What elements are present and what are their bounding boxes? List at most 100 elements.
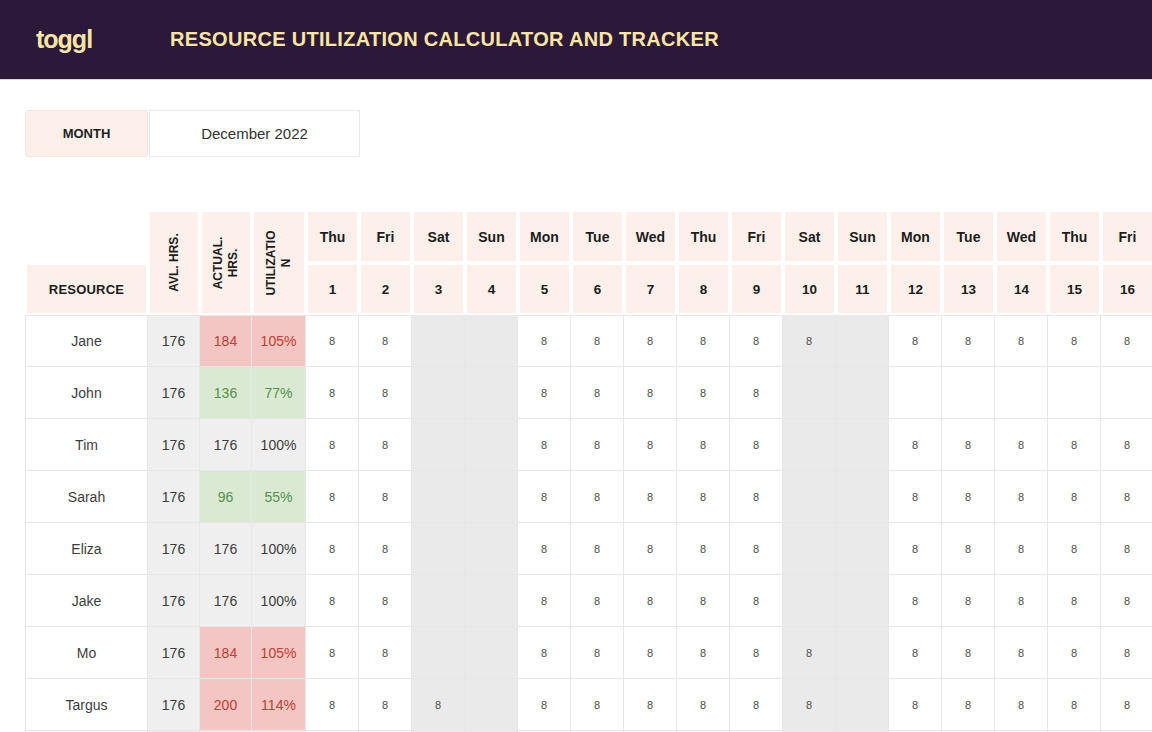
actual-hours-cell[interactable]: 176 xyxy=(200,575,252,627)
utilization-cell[interactable]: 105% xyxy=(252,627,306,679)
day-number-header[interactable]: 6 xyxy=(571,263,624,315)
day-number-header[interactable]: 16 xyxy=(1101,263,1152,315)
day-hours-cell[interactable]: 8 xyxy=(995,471,1048,523)
day-number-header[interactable]: 3 xyxy=(412,263,465,315)
day-hours-cell[interactable]: 8 xyxy=(571,627,624,679)
day-hours-cell[interactable] xyxy=(836,523,889,575)
day-hours-cell[interactable]: 8 xyxy=(624,679,677,731)
day-hours-cell[interactable]: 8 xyxy=(571,523,624,575)
resource-name-cell[interactable]: John xyxy=(25,367,148,419)
day-hours-cell[interactable]: 8 xyxy=(1048,315,1101,367)
day-number-header[interactable]: 1 xyxy=(306,263,359,315)
day-name-header[interactable]: Wed xyxy=(995,210,1048,263)
day-hours-cell[interactable]: 8 xyxy=(518,627,571,679)
resource-name-cell[interactable]: Mo xyxy=(25,627,148,679)
day-hours-cell[interactable]: 8 xyxy=(624,575,677,627)
day-hours-cell[interactable]: 8 xyxy=(730,523,783,575)
utilization-cell[interactable]: 100% xyxy=(252,419,306,471)
day-hours-cell[interactable]: 8 xyxy=(359,315,412,367)
day-hours-cell[interactable]: 8 xyxy=(518,575,571,627)
day-hours-cell[interactable]: 8 xyxy=(359,419,412,471)
day-hours-cell[interactable]: 8 xyxy=(677,627,730,679)
day-hours-cell[interactable]: 8 xyxy=(571,315,624,367)
utilization-cell[interactable]: 100% xyxy=(252,523,306,575)
day-name-header[interactable]: Sat xyxy=(783,210,836,263)
day-hours-cell[interactable]: 8 xyxy=(677,575,730,627)
day-number-header[interactable]: 13 xyxy=(942,263,995,315)
day-number-header[interactable]: 8 xyxy=(677,263,730,315)
resource-name-cell[interactable]: Jake xyxy=(25,575,148,627)
day-number-header[interactable]: 15 xyxy=(1048,263,1101,315)
day-hours-cell[interactable]: 8 xyxy=(359,523,412,575)
available-hours-cell[interactable]: 176 xyxy=(148,367,200,419)
day-hours-cell[interactable]: 8 xyxy=(942,679,995,731)
day-hours-cell[interactable]: 8 xyxy=(624,471,677,523)
resource-name-cell[interactable]: Eliza xyxy=(25,523,148,575)
day-hours-cell[interactable] xyxy=(412,419,465,471)
day-hours-cell[interactable] xyxy=(783,575,836,627)
available-hours-cell[interactable]: 176 xyxy=(148,679,200,731)
day-hours-cell[interactable]: 8 xyxy=(571,575,624,627)
resource-column-header[interactable]: RESOURCE xyxy=(25,263,148,315)
day-name-header[interactable]: Thu xyxy=(677,210,730,263)
resource-name-cell[interactable]: Tim xyxy=(25,419,148,471)
available-hours-cell[interactable]: 176 xyxy=(148,315,200,367)
day-hours-cell[interactable]: 8 xyxy=(306,419,359,471)
actual-hours-cell[interactable]: 184 xyxy=(200,315,252,367)
day-hours-cell[interactable]: 8 xyxy=(518,523,571,575)
day-hours-cell[interactable] xyxy=(995,367,1048,419)
day-number-header[interactable]: 7 xyxy=(624,263,677,315)
day-hours-cell[interactable]: 8 xyxy=(1048,627,1101,679)
day-hours-cell[interactable]: 8 xyxy=(306,523,359,575)
day-hours-cell[interactable]: 8 xyxy=(942,315,995,367)
day-hours-cell[interactable]: 8 xyxy=(1048,523,1101,575)
day-hours-cell[interactable]: 8 xyxy=(677,367,730,419)
day-hours-cell[interactable]: 8 xyxy=(306,471,359,523)
actual-hours-cell[interactable]: 184 xyxy=(200,627,252,679)
available-hours-cell[interactable]: 176 xyxy=(148,419,200,471)
day-hours-cell[interactable] xyxy=(836,315,889,367)
day-hours-cell[interactable]: 8 xyxy=(518,315,571,367)
day-name-header[interactable]: Mon xyxy=(889,210,942,263)
day-hours-cell[interactable]: 8 xyxy=(1101,523,1152,575)
day-hours-cell[interactable]: 8 xyxy=(359,679,412,731)
day-hours-cell[interactable] xyxy=(783,419,836,471)
day-hours-cell[interactable]: 8 xyxy=(624,523,677,575)
day-hours-cell[interactable] xyxy=(836,627,889,679)
day-hours-cell[interactable] xyxy=(412,471,465,523)
day-name-header[interactable]: Mon xyxy=(518,210,571,263)
day-hours-cell[interactable]: 8 xyxy=(518,419,571,471)
day-hours-cell[interactable] xyxy=(836,575,889,627)
day-hours-cell[interactable] xyxy=(412,367,465,419)
day-hours-cell[interactable] xyxy=(836,419,889,471)
day-hours-cell[interactable] xyxy=(889,367,942,419)
day-hours-cell[interactable]: 8 xyxy=(306,315,359,367)
day-hours-cell[interactable]: 8 xyxy=(942,471,995,523)
stat-column-header[interactable]: UTILIZATION xyxy=(252,210,306,315)
day-hours-cell[interactable] xyxy=(836,471,889,523)
day-hours-cell[interactable]: 8 xyxy=(624,419,677,471)
day-hours-cell[interactable]: 8 xyxy=(730,419,783,471)
day-hours-cell[interactable]: 8 xyxy=(571,679,624,731)
day-hours-cell[interactable] xyxy=(836,679,889,731)
resource-name-cell[interactable]: Sarah xyxy=(25,471,148,523)
day-hours-cell[interactable]: 8 xyxy=(1101,315,1152,367)
day-hours-cell[interactable]: 8 xyxy=(889,679,942,731)
available-hours-cell[interactable]: 176 xyxy=(148,471,200,523)
day-name-header[interactable]: Thu xyxy=(1048,210,1101,263)
utilization-cell[interactable]: 77% xyxy=(252,367,306,419)
day-hours-cell[interactable]: 8 xyxy=(571,367,624,419)
day-hours-cell[interactable]: 8 xyxy=(359,575,412,627)
day-hours-cell[interactable]: 8 xyxy=(306,367,359,419)
available-hours-cell[interactable]: 176 xyxy=(148,523,200,575)
day-hours-cell[interactable]: 8 xyxy=(518,679,571,731)
day-hours-cell[interactable]: 8 xyxy=(942,627,995,679)
day-hours-cell[interactable]: 8 xyxy=(1101,575,1152,627)
day-name-header[interactable]: Fri xyxy=(359,210,412,263)
day-hours-cell[interactable]: 8 xyxy=(889,523,942,575)
day-hours-cell[interactable]: 8 xyxy=(412,679,465,731)
utilization-cell[interactable]: 100% xyxy=(252,575,306,627)
day-hours-cell[interactable]: 8 xyxy=(995,575,1048,627)
day-hours-cell[interactable]: 8 xyxy=(995,419,1048,471)
day-hours-cell[interactable] xyxy=(412,627,465,679)
